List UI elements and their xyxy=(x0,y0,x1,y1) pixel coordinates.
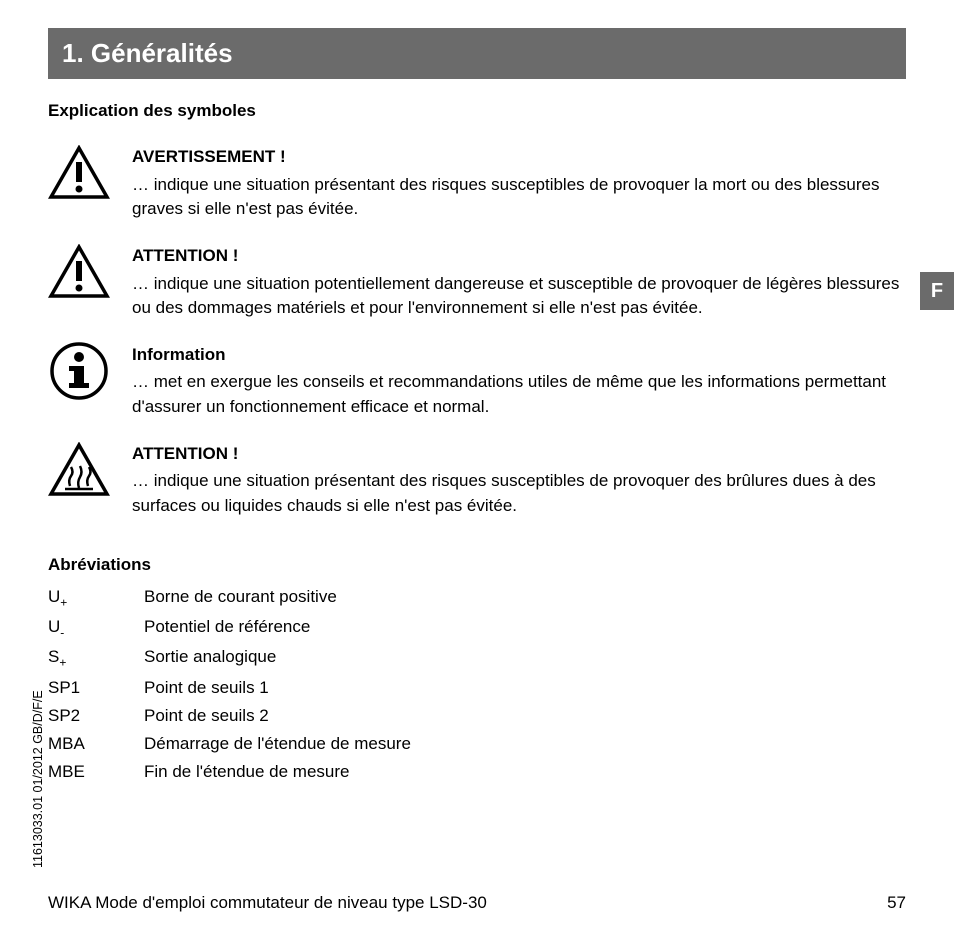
attention-triangle-icon xyxy=(48,244,110,300)
symbol-content: AVERTISSEMENT ! … indique une situation … xyxy=(132,145,906,222)
abbreviation-row: U+Borne de courant positive xyxy=(48,587,906,609)
abbreviation-row: U-Potentiel de référence xyxy=(48,617,906,639)
abbreviations-heading: Abréviations xyxy=(48,555,906,575)
abbreviation-row: MBADémarrage de l'étendue de mesure xyxy=(48,734,906,754)
abbreviation-row: MBEFin de l'étendue de mesure xyxy=(48,762,906,782)
symbol-content: ATTENTION ! … indique une situation pote… xyxy=(132,244,906,321)
abbreviation-row: S+Sortie analogique xyxy=(48,647,906,669)
abbreviation-key: MBE xyxy=(48,762,144,782)
abbreviation-row: SP2Point de seuils 2 xyxy=(48,706,906,726)
page-footer: WIKA Mode d'emploi commutateur de niveau… xyxy=(48,877,906,913)
symbol-title: Information xyxy=(132,343,906,368)
symbol-text: … indique une situation présentant des r… xyxy=(132,469,906,518)
hot-surface-triangle-icon xyxy=(48,442,110,498)
symbol-block-information: Information … met en exergue les conseil… xyxy=(48,343,906,420)
abbreviation-key: SP1 xyxy=(48,678,144,698)
symbol-title: ATTENTION ! xyxy=(132,442,906,467)
abbreviation-key: U- xyxy=(48,617,144,639)
abbreviation-key: MBA xyxy=(48,734,144,754)
abbreviation-key: SP2 xyxy=(48,706,144,726)
symbol-title: AVERTISSEMENT ! xyxy=(132,145,906,170)
symbol-block-attention: ATTENTION ! … indique une situation pote… xyxy=(48,244,906,321)
symbol-content: Information … met en exergue les conseil… xyxy=(132,343,906,420)
abbreviation-value: Démarrage de l'étendue de mesure xyxy=(144,734,906,754)
abbreviation-value: Borne de courant positive xyxy=(144,587,906,609)
symbol-block-warning: AVERTISSEMENT ! … indique une situation … xyxy=(48,145,906,222)
warning-triangle-icon xyxy=(48,145,110,201)
abbreviation-value: Sortie analogique xyxy=(144,647,906,669)
document-reference: 11613033.01 01/2012 GB/D/F/E xyxy=(31,690,45,868)
symbol-title: ATTENTION ! xyxy=(132,244,906,269)
footer-title: WIKA Mode d'emploi commutateur de niveau… xyxy=(48,893,487,913)
abbreviation-row: SP1Point de seuils 1 xyxy=(48,678,906,698)
information-circle-icon xyxy=(48,343,110,399)
abbreviation-value: Point de seuils 1 xyxy=(144,678,906,698)
section-header: 1. Généralités xyxy=(48,28,906,79)
symbol-text: … indique une situation potentiellement … xyxy=(132,272,906,321)
abbreviation-value: Potentiel de référence xyxy=(144,617,906,639)
symbol-text: … indique une situation présentant des r… xyxy=(132,173,906,222)
abbreviation-value: Fin de l'étendue de mesure xyxy=(144,762,906,782)
abbreviation-value: Point de seuils 2 xyxy=(144,706,906,726)
document-page: 1. Généralités Explication des symboles … xyxy=(0,0,954,941)
page-number: 57 xyxy=(887,893,906,913)
abbreviation-key: S+ xyxy=(48,647,144,669)
symbols-heading: Explication des symboles xyxy=(48,101,906,121)
abbreviation-key: U+ xyxy=(48,587,144,609)
abbreviations-list: U+Borne de courant positiveU-Potentiel d… xyxy=(48,587,906,782)
symbol-block-hot-surface: ATTENTION ! … indique une situation prés… xyxy=(48,442,906,519)
symbol-content: ATTENTION ! … indique une situation prés… xyxy=(132,442,906,519)
language-tab: F xyxy=(920,272,954,310)
symbol-text: … met en exergue les conseils et recomma… xyxy=(132,370,906,419)
abbreviations-section: Abréviations U+Borne de courant positive… xyxy=(48,555,906,782)
